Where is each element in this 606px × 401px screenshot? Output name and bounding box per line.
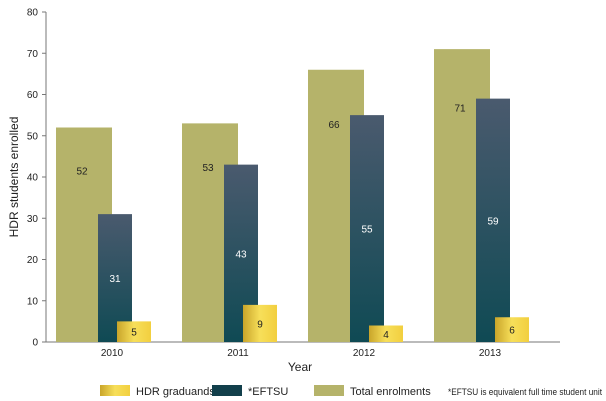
y-tick-label: 60	[27, 90, 39, 101]
legend-hdr-graduands-label: HDR graduands	[136, 386, 215, 398]
value-label-hdr-graduands-2013: 6	[509, 326, 515, 337]
bars	[56, 49, 529, 342]
x-axis-title: Year	[288, 360, 312, 374]
y-tick-label: 10	[27, 296, 39, 307]
value-label-total-enrolments-2011: 53	[202, 163, 214, 174]
value-label-total-enrolments-2013: 71	[454, 104, 466, 115]
legend-total-enrolments-swatch	[314, 385, 344, 396]
value-label-hdr-graduands-2011: 9	[257, 319, 263, 330]
value-label-total-enrolments-2010: 52	[76, 166, 88, 177]
value-label-hdr-graduands-2010: 5	[131, 328, 137, 339]
value-label-eftsu-2011: 43	[235, 249, 247, 260]
bar-hdr-graduands-2010	[117, 321, 151, 342]
y-tick-label: 0	[32, 338, 38, 349]
legend-eftsu-label: *EFTSU	[248, 386, 288, 398]
bar-eftsu-2013	[476, 98, 510, 342]
value-label-eftsu-2010: 31	[109, 274, 121, 285]
x-tick-label: 2010	[101, 348, 124, 359]
x-tick-label: 2012	[353, 348, 376, 359]
legend-hdr-graduands-swatch	[100, 385, 130, 396]
x-tick-label: 2011	[227, 348, 249, 359]
y-tick-label: 40	[27, 173, 39, 184]
value-label-total-enrolments-2012: 66	[328, 120, 340, 131]
value-label-eftsu-2012: 55	[361, 225, 373, 236]
value-label-hdr-graduands-2012: 4	[383, 330, 389, 341]
y-tick-label: 20	[27, 255, 39, 266]
bar-hdr-graduands-2012	[369, 325, 403, 342]
x-tick-label: 2013	[479, 348, 502, 359]
value-label-eftsu-2013: 59	[487, 216, 499, 227]
y-tick-label: 80	[27, 8, 39, 19]
legend-total-enrolments: Total enrolments	[314, 385, 431, 398]
bar-eftsu-2012	[350, 115, 384, 342]
y-tick-label: 50	[27, 131, 39, 142]
bar-hdr-graduands-2013	[495, 317, 529, 342]
legend-eftsu-swatch	[212, 385, 242, 396]
legend-eftsu: *EFTSU	[212, 385, 288, 398]
y-tick-label: 30	[27, 214, 39, 225]
y-tick-label: 70	[27, 49, 39, 60]
y-axis-title: HDR students enrolled	[7, 117, 21, 238]
bar-eftsu-2010	[98, 214, 132, 342]
bar-hdr-graduands-2011	[243, 304, 277, 342]
legend-hdr-graduands: HDR graduands	[100, 385, 215, 398]
legend-total-enrolments-label: Total enrolments	[350, 386, 431, 398]
legend: HDR graduands *EFTSU Total enrolments *EFTS…	[100, 385, 602, 398]
footnote: *EFTSU is equivalent full time student u…	[448, 387, 602, 397]
